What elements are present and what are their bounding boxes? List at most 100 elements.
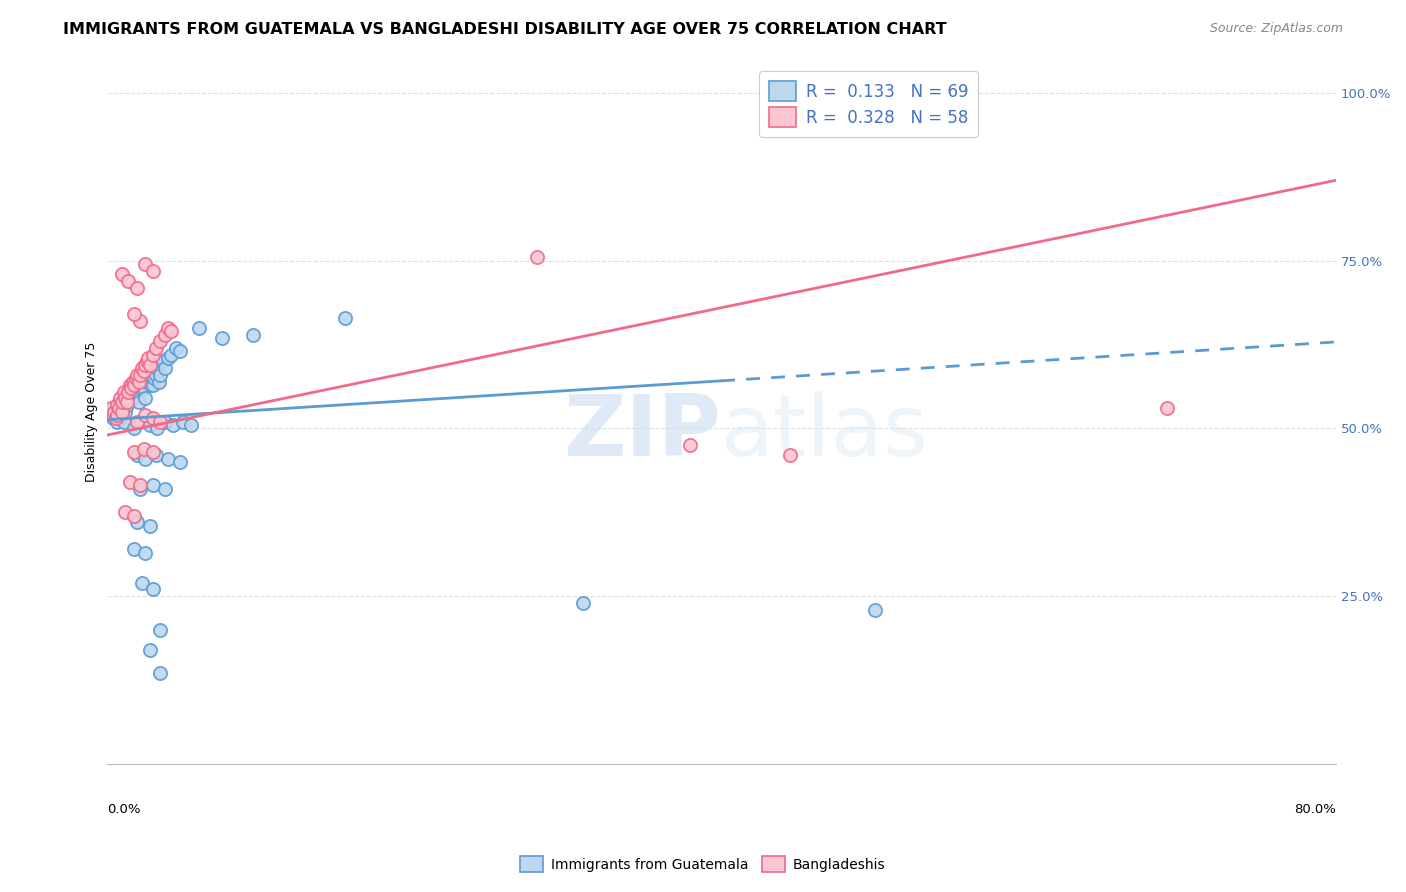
Point [211,331,233,345]
Point [146,361,169,376]
Legend: R =  0.133   N = 69, R =  0.328   N = 58: R = 0.133 N = 69, R = 0.328 N = 58 [759,71,979,136]
Point [101,408,124,422]
Point [120,381,142,395]
Point [132,381,155,395]
Point [112,384,135,399]
Point [131,371,153,385]
Point [180,418,202,433]
Point [103,405,125,419]
Y-axis label: Disability Age Over 75: Disability Age Over 75 [86,342,98,482]
Point [172,415,194,429]
Point [100,401,122,416]
Point [134,257,156,271]
Point [124,377,146,392]
Point [169,455,191,469]
Point [117,274,139,288]
Point [143,371,166,385]
Point [104,411,127,425]
Point [124,508,146,523]
Point [108,401,131,416]
Point [135,375,157,389]
Point [135,354,157,368]
Point [110,411,132,425]
Point [104,408,127,422]
Point [115,394,138,409]
Point [134,392,156,406]
Point [132,364,155,378]
Point [138,358,160,372]
Point [129,381,152,395]
Point [100,405,122,419]
Point [110,394,132,409]
Point [125,371,148,385]
Text: 0.0%: 0.0% [107,803,141,815]
Point [105,398,128,412]
Point [149,415,172,429]
Point [138,642,160,657]
Point [146,421,169,435]
Point [120,384,142,399]
Point [115,398,138,412]
Point [112,415,135,429]
Point [124,381,146,395]
Point [153,415,176,429]
Point [127,516,149,530]
Point [118,381,141,395]
Point [111,401,134,416]
Point [134,451,156,466]
Point [145,368,167,382]
Point [134,545,156,559]
Point [127,368,149,382]
Point [779,448,801,462]
Point [149,334,172,349]
Point [111,405,134,419]
Point [242,327,264,342]
Point [124,542,146,557]
Point [145,341,167,355]
Point [105,415,128,429]
Point [110,392,132,406]
Point [131,361,153,376]
Point [128,375,150,389]
Point [124,421,146,435]
Point [105,408,128,422]
Point [526,251,548,265]
Point [117,388,139,402]
Point [142,377,165,392]
Point [114,405,136,419]
Point [162,418,184,433]
Point [136,351,159,365]
Point [128,394,150,409]
Point [138,368,160,382]
Point [169,344,191,359]
Point [103,401,125,416]
Point [863,602,886,616]
Point [129,368,152,382]
Point [101,411,124,425]
Point [114,505,136,519]
Point [129,478,152,492]
Point [114,392,136,406]
Point [142,582,165,597]
Point [157,351,180,365]
Point [127,384,149,399]
Point [160,348,183,362]
Point [121,392,143,406]
Point [125,375,148,389]
Point [132,442,155,456]
Point [118,475,141,489]
Point [142,478,165,492]
Point [105,398,128,412]
Point [111,267,134,281]
Text: Source: ZipAtlas.com: Source: ZipAtlas.com [1209,22,1343,36]
Point [127,280,149,294]
Point [117,384,139,399]
Point [136,371,159,385]
Point [129,482,152,496]
Point [142,264,165,278]
Point [134,358,156,372]
Point [111,408,134,422]
Point [131,575,153,590]
Point [149,666,172,681]
Point [153,361,176,376]
